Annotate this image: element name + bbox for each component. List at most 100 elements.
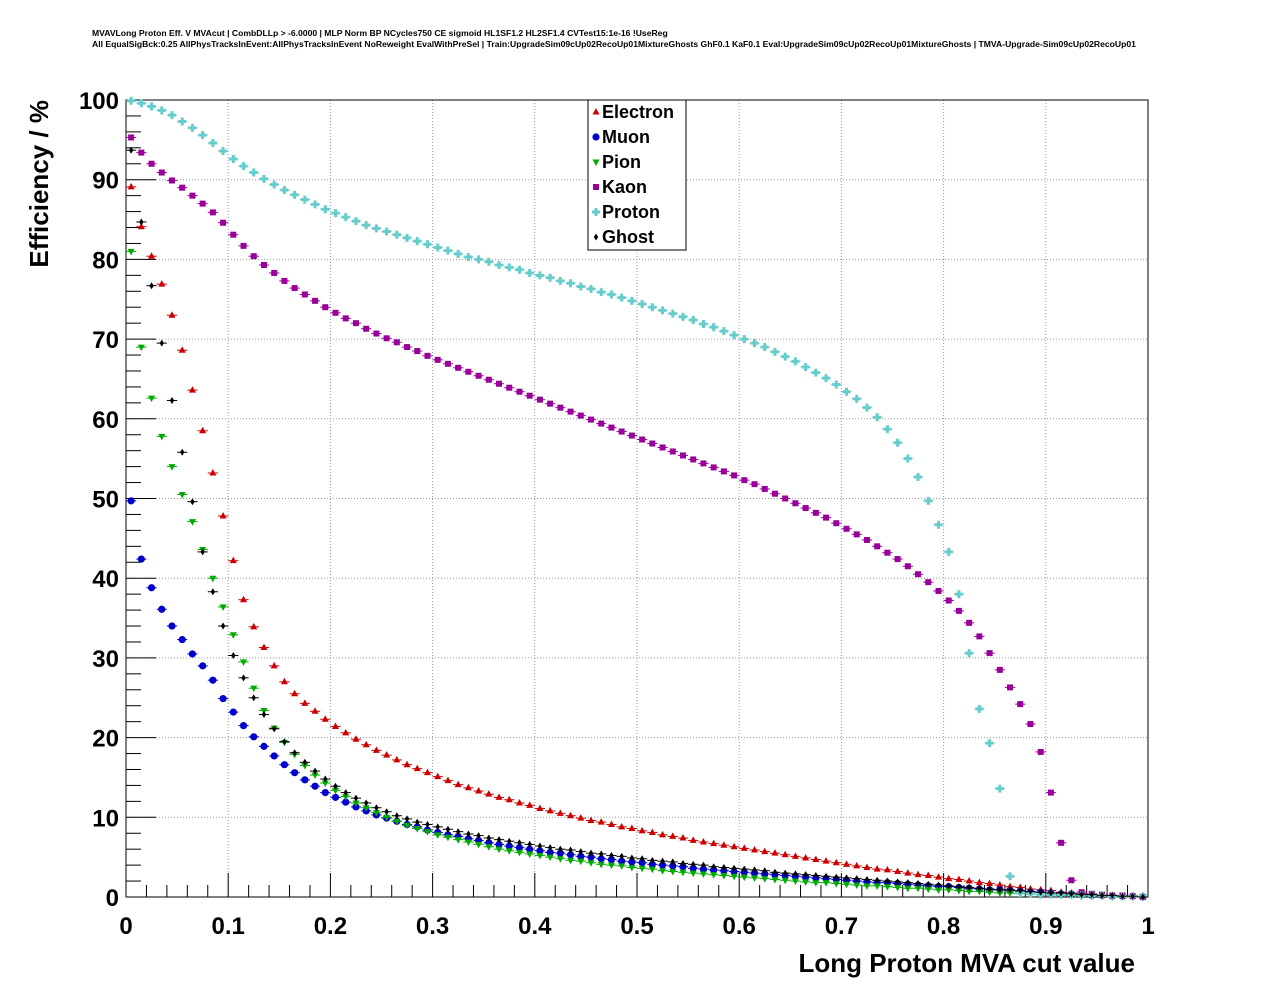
proton-point [198,131,207,140]
muon-point [291,769,299,777]
proton-point [689,315,698,324]
proton-point [535,271,544,280]
ghost-point [721,864,727,872]
pion-point [556,856,564,863]
proton-point [495,260,504,269]
electron-point [383,751,391,758]
proton-point [883,425,892,434]
y-tick-label: 20 [92,726,119,753]
proton-point [985,739,994,748]
kaon-point [291,285,298,292]
ghost-point [323,775,328,783]
kaon-point [925,579,932,586]
electron-point [699,838,707,845]
pion-point [332,787,340,795]
pion-point [413,825,421,833]
ghost-point [139,218,144,226]
pion-point [372,810,380,817]
electron-point [229,556,237,564]
x-tick-label: 0.8 [927,913,960,940]
kaon-point [434,356,441,363]
electron-point [761,847,769,855]
muon-point [618,857,626,865]
kaon-point [383,335,390,342]
electron-point [505,795,513,803]
ghost-point [404,815,410,823]
kaon-point [301,291,308,298]
pion-point [669,868,677,876]
ghost-point [772,868,778,876]
ghost-point [1069,890,1074,898]
kaon-point [536,396,543,403]
proton-point [934,520,943,529]
electron-point [250,622,258,630]
electron-point [648,828,656,835]
proton-point [219,147,228,156]
pion-point [301,762,309,770]
kaon-point [342,315,349,322]
muon-point [158,605,166,613]
pion-point [546,854,554,862]
electron-point [996,881,1004,888]
ghost-point [149,282,154,290]
pion-point [536,853,544,860]
electron-point [291,689,299,697]
ghost-point [455,828,461,836]
ghost-point [1079,891,1084,899]
electron-point [240,595,248,603]
electron-point [853,861,861,869]
kaon-point [792,500,799,507]
pion-point [679,869,687,877]
pion-point [342,794,350,801]
ghost-point [476,832,481,840]
proton-point [791,357,800,366]
kaon-point [1007,684,1014,691]
proton-point [852,394,861,403]
kaon-point [189,192,196,199]
proton-point [750,339,759,348]
legend-label-kaon: Kaon [602,177,647,197]
ghost-point [312,767,318,775]
x-tick-label: 0.2 [314,913,347,940]
kaon-point [884,549,891,556]
electron-point [791,852,799,859]
pion-point [434,832,442,839]
ghost-point [1048,889,1054,897]
ghost-point [987,885,992,893]
pion-point [945,887,953,894]
proton-point [842,387,851,396]
ghost-point [854,875,859,883]
electron-point [454,780,462,788]
muon-point [188,650,197,658]
muon-point [168,622,176,630]
pion-point [505,848,513,855]
header-line-2: All EqualSigBck:0.25 AllPhysTracksInEven… [92,39,1136,49]
electron-point [986,879,994,886]
proton-point [249,168,258,177]
kaon-point [904,563,911,570]
legend-label-proton: Proton [602,202,660,222]
electron-point [311,707,319,714]
electron-point [679,834,687,841]
x-tick-label: 0.1 [212,913,245,940]
legend: Electron Muon Pion Kaon Proton Ghost [587,99,687,251]
legend-marker-kaon [593,184,599,190]
axis-ticks [125,99,1149,898]
ghost-point [363,799,369,807]
proton-point [730,331,739,340]
electron-point [475,786,483,794]
ghost-point [1038,888,1043,896]
ghost-point [762,867,767,875]
kaon-point [751,481,758,488]
ghost-point [680,860,686,868]
pion-point [485,844,493,851]
ghost-point [507,837,512,845]
y-tick-label: 80 [92,247,119,274]
muon-point [689,864,697,872]
muon-point [321,788,329,797]
data-points [126,96,1148,901]
proton-point [270,180,279,189]
ghost-point [394,812,400,820]
ghost-point [558,845,563,853]
proton-point [914,472,923,481]
